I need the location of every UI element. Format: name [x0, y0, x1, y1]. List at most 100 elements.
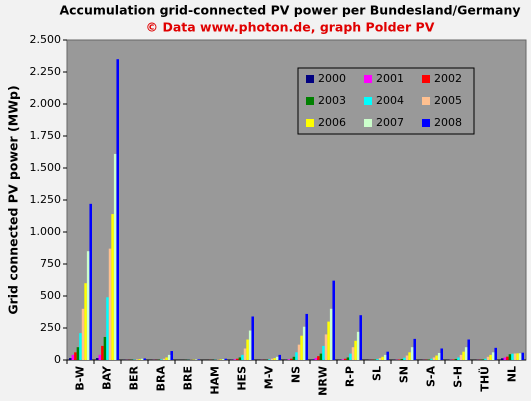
bar — [224, 358, 227, 360]
y-tick-label: 500 — [40, 289, 61, 302]
legend-label: 2008 — [434, 116, 462, 129]
x-tick-label: HAM — [209, 366, 222, 395]
y-tick-label: 2.250 — [30, 65, 62, 78]
bar — [440, 348, 443, 360]
bar — [459, 354, 463, 360]
bar — [405, 355, 409, 360]
legend-swatch — [364, 97, 372, 105]
bar — [167, 354, 171, 360]
x-tick-label: BRE — [182, 366, 195, 390]
bar — [317, 356, 320, 360]
bar — [506, 356, 509, 360]
legend-swatch — [306, 119, 314, 127]
bar — [96, 358, 99, 360]
bar — [462, 351, 465, 360]
y-tick-label: 1.250 — [30, 193, 62, 206]
bar — [138, 359, 141, 360]
bar — [319, 353, 323, 360]
bar — [108, 248, 112, 360]
bar — [160, 359, 163, 360]
bar — [511, 353, 514, 360]
bar — [273, 358, 276, 360]
legend-label: 2003 — [318, 94, 346, 107]
bar — [170, 351, 173, 360]
x-tick-label: THÜ — [478, 366, 492, 392]
bar — [486, 356, 490, 360]
bar — [287, 359, 291, 360]
bar — [430, 358, 433, 360]
legend-label: 2006 — [318, 116, 346, 129]
x-tick-label: NS — [290, 366, 303, 383]
bar — [89, 203, 92, 360]
y-tick-label: 750 — [40, 257, 61, 270]
legend-label: 2002 — [434, 72, 462, 85]
x-tick-label: BER — [128, 365, 141, 390]
bar — [435, 355, 438, 360]
x-tick-label: NL — [506, 366, 519, 382]
bar — [494, 347, 497, 360]
bar — [437, 352, 441, 360]
bar — [275, 356, 279, 360]
bar — [457, 357, 460, 360]
y-tick-label: 0 — [54, 353, 61, 366]
y-tick-label: 1.750 — [30, 129, 62, 142]
y-tick-label: 2.000 — [30, 97, 62, 110]
bar — [508, 354, 512, 360]
bar — [162, 358, 166, 360]
bar — [378, 358, 382, 360]
bar — [270, 358, 274, 360]
legend-swatch — [364, 119, 372, 127]
bar — [143, 358, 146, 360]
legend-label: 2007 — [376, 116, 404, 129]
bar — [236, 358, 239, 360]
bar — [278, 354, 281, 360]
bar — [246, 339, 249, 360]
bar — [427, 359, 431, 360]
legend-swatch — [306, 75, 314, 83]
bar — [432, 357, 436, 360]
bar — [329, 308, 333, 360]
bar — [268, 359, 271, 360]
bar — [238, 357, 242, 360]
bar — [86, 251, 90, 360]
bar — [373, 359, 377, 360]
bar — [103, 336, 107, 360]
bar — [521, 352, 524, 360]
bar — [302, 326, 306, 360]
bar — [312, 359, 315, 360]
bar — [248, 330, 252, 360]
bar — [116, 59, 119, 360]
bar — [140, 358, 144, 360]
bar — [98, 354, 102, 360]
bar — [491, 352, 495, 360]
bar — [489, 354, 492, 360]
bar — [332, 280, 335, 360]
bar — [113, 153, 117, 360]
bar — [359, 315, 362, 360]
bar — [84, 283, 87, 360]
bar — [101, 345, 104, 360]
bar — [351, 347, 355, 360]
bar — [464, 347, 468, 360]
bar — [111, 214, 114, 360]
bar — [398, 359, 401, 360]
y-tick-label: 1.500 — [30, 161, 62, 174]
bar — [413, 338, 416, 360]
bar — [290, 358, 293, 360]
x-tick-label: M-V — [263, 366, 276, 390]
bar — [135, 359, 139, 360]
y-tick-label: 1.000 — [30, 225, 62, 238]
x-tick-label: SN — [398, 366, 411, 383]
bar — [251, 316, 254, 360]
bar — [194, 359, 198, 360]
x-tick-label: R-P — [344, 366, 357, 387]
bar — [381, 356, 384, 360]
legend-swatch — [306, 97, 314, 105]
bar — [297, 344, 301, 360]
x-tick-label: SL — [371, 366, 384, 381]
legend-label: 2001 — [376, 72, 404, 85]
bar — [403, 357, 406, 360]
bar — [501, 358, 504, 360]
bar — [354, 340, 357, 360]
